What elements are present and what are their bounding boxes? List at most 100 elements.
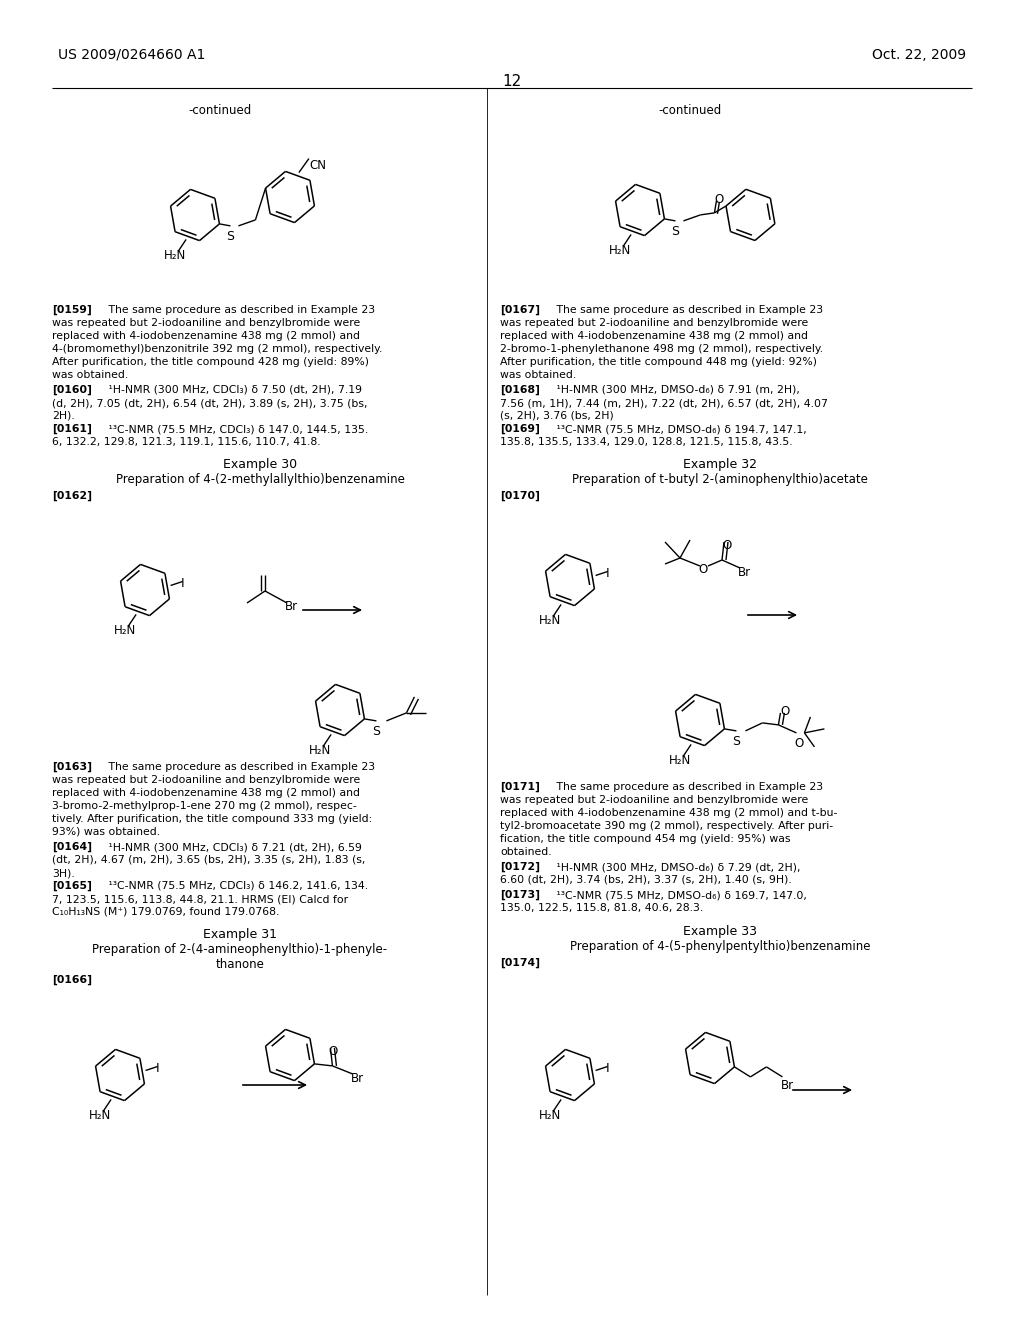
Text: After purification, the title compound 428 mg (yield: 89%): After purification, the title compound 4… <box>52 356 369 367</box>
Text: [0166]: [0166] <box>52 975 92 985</box>
Text: 135.0, 122.5, 115.8, 81.8, 40.6, 28.3.: 135.0, 122.5, 115.8, 81.8, 40.6, 28.3. <box>500 903 703 913</box>
Text: I: I <box>605 1063 609 1076</box>
Text: ¹H-NMR (300 MHz, DMSO-d₆) δ 7.91 (m, 2H),: ¹H-NMR (300 MHz, DMSO-d₆) δ 7.91 (m, 2H)… <box>553 385 800 395</box>
Text: CN: CN <box>309 158 326 172</box>
Text: [0165]: [0165] <box>52 880 92 891</box>
Text: Preparation of t-butyl 2-(aminophenylthio)acetate: Preparation of t-butyl 2-(aminophenylthi… <box>572 473 868 486</box>
Text: O: O <box>329 1045 338 1057</box>
Text: H₂N: H₂N <box>164 249 186 263</box>
Text: ¹³C-NMR (75.5 MHz, DMSO-d₆) δ 169.7, 147.0,: ¹³C-NMR (75.5 MHz, DMSO-d₆) δ 169.7, 147… <box>553 890 807 900</box>
Text: 2-bromo-1-phenylethanone 498 mg (2 mmol), respectively.: 2-bromo-1-phenylethanone 498 mg (2 mmol)… <box>500 345 823 354</box>
Text: C₁₀H₁₃NS (M⁺) 179.0769, found 179.0768.: C₁₀H₁₃NS (M⁺) 179.0769, found 179.0768. <box>52 907 280 917</box>
Text: S: S <box>373 725 381 738</box>
Text: [0173]: [0173] <box>500 890 540 900</box>
Text: replaced with 4-iodobenzenamine 438 mg (2 mmol) and: replaced with 4-iodobenzenamine 438 mg (… <box>52 331 360 341</box>
Text: 4-(bromomethyl)benzonitrile 392 mg (2 mmol), respectively.: 4-(bromomethyl)benzonitrile 392 mg (2 mm… <box>52 345 382 354</box>
Text: Preparation of 4-(5-phenylpentylthio)benzenamine: Preparation of 4-(5-phenylpentylthio)ben… <box>569 940 870 953</box>
Text: [0170]: [0170] <box>500 491 540 502</box>
Text: ¹³C-NMR (75.5 MHz, DMSO-d₆) δ 194.7, 147.1,: ¹³C-NMR (75.5 MHz, DMSO-d₆) δ 194.7, 147… <box>553 424 807 434</box>
Text: -continued: -continued <box>658 104 722 117</box>
Text: Preparation of 2-(4-amineophenylthio)-1-phenyle-: Preparation of 2-(4-amineophenylthio)-1-… <box>92 942 387 956</box>
Text: H₂N: H₂N <box>89 1109 112 1122</box>
Text: [0171]: [0171] <box>500 781 540 792</box>
Text: (s, 2H), 3.76 (bs, 2H): (s, 2H), 3.76 (bs, 2H) <box>500 411 613 421</box>
Text: ¹³C-NMR (75.5 MHz, CDCl₃) δ 147.0, 144.5, 135.: ¹³C-NMR (75.5 MHz, CDCl₃) δ 147.0, 144.5… <box>105 424 369 434</box>
Text: replaced with 4-iodobenzenamine 438 mg (2 mmol) and: replaced with 4-iodobenzenamine 438 mg (… <box>52 788 360 799</box>
Text: Example 33: Example 33 <box>683 925 757 939</box>
Text: Br: Br <box>780 1078 794 1092</box>
Text: S: S <box>732 735 740 748</box>
Text: 3-bromo-2-methylprop-1-ene 270 mg (2 mmol), respec-: 3-bromo-2-methylprop-1-ene 270 mg (2 mmo… <box>52 801 356 810</box>
Text: 7.56 (m, 1H), 7.44 (m, 2H), 7.22 (dt, 2H), 6.57 (dt, 2H), 4.07: 7.56 (m, 1H), 7.44 (m, 2H), 7.22 (dt, 2H… <box>500 399 827 408</box>
Text: [0164]: [0164] <box>52 842 92 853</box>
Text: 3H).: 3H). <box>52 869 75 878</box>
Text: Br: Br <box>285 601 298 612</box>
Text: [0159]: [0159] <box>52 305 92 315</box>
Text: [0174]: [0174] <box>500 958 540 969</box>
Text: 6.60 (dt, 2H), 3.74 (bs, 2H), 3.37 (s, 2H), 1.40 (s, 9H).: 6.60 (dt, 2H), 3.74 (bs, 2H), 3.37 (s, 2… <box>500 875 792 884</box>
Text: was repeated but 2-iodoaniline and benzylbromide were: was repeated but 2-iodoaniline and benzy… <box>52 775 360 785</box>
Text: tively. After purification, the title compound 333 mg (yield:: tively. After purification, the title co… <box>52 814 373 824</box>
Text: S: S <box>672 224 680 238</box>
Text: (dt, 2H), 4.67 (m, 2H), 3.65 (bs, 2H), 3.35 (s, 2H), 1.83 (s,: (dt, 2H), 4.67 (m, 2H), 3.65 (bs, 2H), 3… <box>52 855 366 865</box>
Text: was repeated but 2-iodoaniline and benzylbromide were: was repeated but 2-iodoaniline and benzy… <box>500 795 808 805</box>
Text: US 2009/0264660 A1: US 2009/0264660 A1 <box>58 48 206 62</box>
Text: replaced with 4-iodobenzenamine 438 mg (2 mmol) and t-bu-: replaced with 4-iodobenzenamine 438 mg (… <box>500 808 838 818</box>
Text: ¹³C-NMR (75.5 MHz, CDCl₃) δ 146.2, 141.6, 134.: ¹³C-NMR (75.5 MHz, CDCl₃) δ 146.2, 141.6… <box>105 880 368 891</box>
Text: fication, the title compound 454 mg (yield: 95%) was: fication, the title compound 454 mg (yie… <box>500 834 791 843</box>
Text: Oct. 22, 2009: Oct. 22, 2009 <box>871 48 966 62</box>
Text: -continued: -continued <box>188 104 252 117</box>
Text: I: I <box>156 1063 159 1076</box>
Text: 12: 12 <box>503 74 521 88</box>
Text: 93%) was obtained.: 93%) was obtained. <box>52 828 160 837</box>
Text: H₂N: H₂N <box>539 614 561 627</box>
Text: 135.8, 135.5, 133.4, 129.0, 128.8, 121.5, 115.8, 43.5.: 135.8, 135.5, 133.4, 129.0, 128.8, 121.5… <box>500 437 793 447</box>
Text: was obtained.: was obtained. <box>500 370 577 380</box>
Text: ¹H-NMR (300 MHz, CDCl₃) δ 7.21 (dt, 2H), 6.59: ¹H-NMR (300 MHz, CDCl₃) δ 7.21 (dt, 2H),… <box>105 842 361 851</box>
Text: was obtained.: was obtained. <box>52 370 128 380</box>
Text: H₂N: H₂N <box>539 1109 561 1122</box>
Text: [0169]: [0169] <box>500 424 540 434</box>
Text: (d, 2H), 7.05 (dt, 2H), 6.54 (dt, 2H), 3.89 (s, 2H), 3.75 (bs,: (d, 2H), 7.05 (dt, 2H), 6.54 (dt, 2H), 3… <box>52 399 368 408</box>
Text: [0167]: [0167] <box>500 305 540 315</box>
Text: 7, 123.5, 115.6, 113.8, 44.8, 21.1. HRMS (EI) Calcd for: 7, 123.5, 115.6, 113.8, 44.8, 21.1. HRMS… <box>52 894 348 904</box>
Text: [0160]: [0160] <box>52 385 92 395</box>
Text: [0162]: [0162] <box>52 491 92 502</box>
Text: thanone: thanone <box>216 958 264 972</box>
Text: tyl2-bromoacetate 390 mg (2 mmol), respectively. After puri-: tyl2-bromoacetate 390 mg (2 mmol), respe… <box>500 821 834 832</box>
Text: S: S <box>226 230 234 243</box>
Text: Br: Br <box>350 1072 364 1085</box>
Text: H₂N: H₂N <box>309 744 332 758</box>
Text: O: O <box>722 539 731 552</box>
Text: Br: Br <box>738 566 752 579</box>
Text: Preparation of 4-(2-methylallylthio)benzenamine: Preparation of 4-(2-methylallylthio)benz… <box>116 473 404 486</box>
Text: The same procedure as described in Example 23: The same procedure as described in Examp… <box>105 762 375 772</box>
Text: I: I <box>605 568 609 581</box>
Text: The same procedure as described in Example 23: The same procedure as described in Examp… <box>553 305 823 315</box>
Text: 2H).: 2H). <box>52 411 75 421</box>
Text: O: O <box>698 564 708 576</box>
Text: O: O <box>795 737 804 750</box>
Text: ¹H-NMR (300 MHz, DMSO-d₆) δ 7.29 (dt, 2H),: ¹H-NMR (300 MHz, DMSO-d₆) δ 7.29 (dt, 2H… <box>553 862 801 873</box>
Text: [0168]: [0168] <box>500 385 540 395</box>
Text: O: O <box>715 193 724 206</box>
Text: I: I <box>180 577 184 590</box>
Text: After purification, the title compound 448 mg (yield: 92%): After purification, the title compound 4… <box>500 356 817 367</box>
Text: was repeated but 2-iodoaniline and benzylbromide were: was repeated but 2-iodoaniline and benzy… <box>52 318 360 327</box>
Text: was repeated but 2-iodoaniline and benzylbromide were: was repeated but 2-iodoaniline and benzy… <box>500 318 808 327</box>
Text: H₂N: H₂N <box>609 244 632 257</box>
Text: H₂N: H₂N <box>114 624 136 638</box>
Text: H₂N: H₂N <box>669 755 691 767</box>
Text: The same procedure as described in Example 23: The same procedure as described in Examp… <box>553 781 823 792</box>
Text: replaced with 4-iodobenzenamine 438 mg (2 mmol) and: replaced with 4-iodobenzenamine 438 mg (… <box>500 331 808 341</box>
Text: O: O <box>780 705 790 718</box>
Text: Example 30: Example 30 <box>223 458 297 471</box>
Text: The same procedure as described in Example 23: The same procedure as described in Examp… <box>105 305 375 315</box>
Text: 6, 132.2, 129.8, 121.3, 119.1, 115.6, 110.7, 41.8.: 6, 132.2, 129.8, 121.3, 119.1, 115.6, 11… <box>52 437 321 447</box>
Text: Example 32: Example 32 <box>683 458 757 471</box>
Text: Example 31: Example 31 <box>203 928 278 941</box>
Text: obtained.: obtained. <box>500 847 552 857</box>
Text: [0161]: [0161] <box>52 424 92 434</box>
Text: ¹H-NMR (300 MHz, CDCl₃) δ 7.50 (dt, 2H), 7.19: ¹H-NMR (300 MHz, CDCl₃) δ 7.50 (dt, 2H),… <box>105 385 362 395</box>
Text: [0172]: [0172] <box>500 862 540 873</box>
